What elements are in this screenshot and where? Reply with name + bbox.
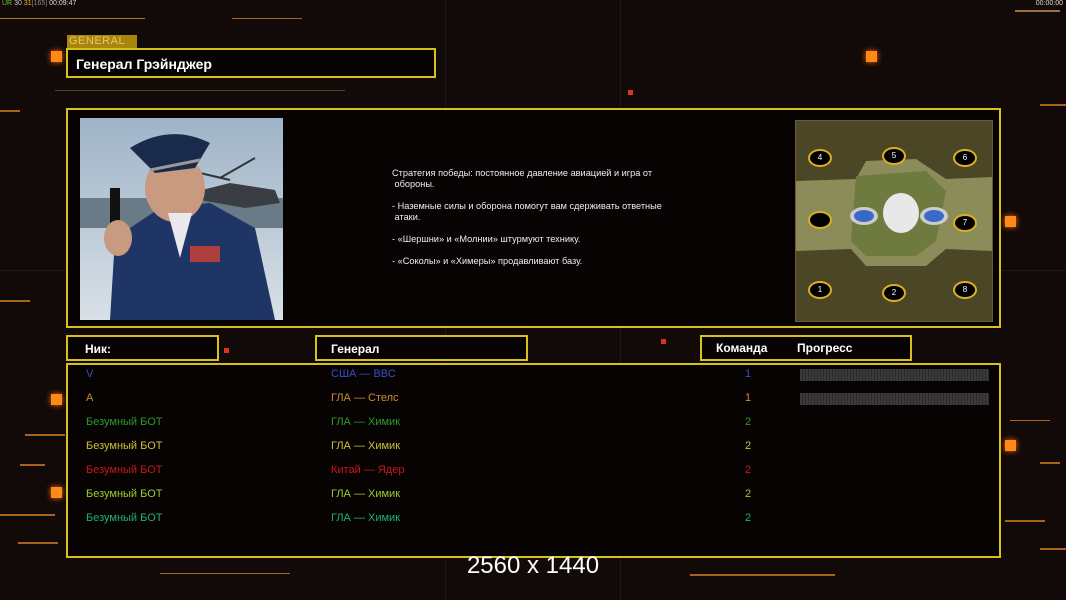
description-line: - Наземные силы и оборона помогут вам сд… [392, 201, 662, 211]
minimap[interactable]: 1 2 4 5 6 7 8 [795, 120, 993, 322]
description-line: Стратегия победы: постоянное давление ав… [392, 168, 653, 178]
player-general: ГЛА — Стелс [331, 392, 399, 404]
resolution-watermark: 2560 x 1440 [466, 552, 600, 579]
title-box: Генерал Грэйнджер [66, 48, 436, 78]
player-general: Китай — Ядер [331, 464, 405, 476]
status-bar: UR 30 31[165] 00:09:47 [2, 0, 76, 7]
description-line: обороны. [392, 179, 435, 189]
player-nick: Безумный БОТ [86, 416, 163, 428]
player-progress-bar [800, 369, 989, 381]
player-team: 1 [745, 368, 752, 380]
player-nick: V [86, 368, 94, 380]
description-line: - «Шершни» и «Молнии» штурмуют технику. [392, 234, 581, 244]
player-row: A ГЛА — Стелс 1 [68, 392, 999, 412]
description-line [392, 245, 662, 256]
page-title: Генерал Грэйнджер [76, 56, 212, 72]
start-position-7[interactable]: 7 [953, 214, 977, 232]
start-position-6[interactable]: 6 [953, 149, 977, 167]
header-progress-label: Прогресс [797, 341, 853, 355]
player-general: ГЛА — Химик [331, 488, 401, 500]
player-nick: Безумный БОТ [86, 512, 163, 524]
player-team: 1 [745, 392, 752, 404]
description-line: атаки. [392, 212, 421, 222]
player-team: 2 [745, 440, 752, 452]
players-table: V США — ВВС 1 A ГЛА — Стелс 1 Безумный БОТ ГЛА … [66, 363, 1001, 558]
start-position-1[interactable]: 1 [808, 281, 832, 299]
status-ur: UR [2, 0, 13, 7]
player-row: Безумный БОТ ГЛА — Химик 2 [68, 416, 999, 436]
description-line: - «Соколы» и «Химеры» продавливают базу. [392, 256, 583, 266]
player-team: 2 [745, 512, 752, 524]
player-team: 2 [745, 416, 752, 428]
start-position-8[interactable]: 8 [953, 281, 977, 299]
status-right-time: 00:00:00 [1035, 0, 1063, 7]
header-general-label: Генерал [331, 342, 380, 356]
status-time: 00:09:47 [49, 0, 77, 7]
player-team: 2 [745, 488, 752, 500]
header-team-label: Команда [716, 341, 768, 355]
player-nick: Безумный БОТ [86, 488, 163, 500]
start-position-5[interactable]: 5 [882, 147, 906, 165]
player-progress-bar [800, 393, 989, 405]
player-row: Безумный БОТ ГЛА — Химик 2 [68, 512, 999, 532]
description-line [392, 223, 662, 234]
player-nick: A [86, 392, 94, 404]
player-row: Безумный БОТ ГЛА — Химик 2 [68, 488, 999, 508]
start-position-4[interactable]: 4 [808, 149, 832, 167]
header-nick-label: Ник: [85, 342, 112, 356]
player-row: V США — ВВС 1 [68, 368, 999, 388]
start-position-3[interactable] [808, 211, 832, 229]
general-info-panel: Стратегия победы: постоянное давление ав… [66, 108, 1001, 328]
description-line [392, 190, 662, 201]
status-value-c: [165] [31, 0, 48, 7]
player-general: ГЛА — Химик [331, 440, 401, 452]
header-team-progress: Команда Прогресс [700, 335, 912, 361]
player-general: ГЛА — Химик [331, 416, 401, 428]
player-general: США — ВВС [331, 368, 396, 380]
player-row: Безумный БОТ ГЛА — Химик 2 [68, 440, 999, 460]
header-general: Генерал [315, 335, 528, 361]
status-value-a: 30 [14, 0, 22, 7]
general-tag: GENERAL [67, 35, 137, 48]
player-general: ГЛА — Химик [331, 512, 401, 524]
player-nick: Безумный БОТ [86, 440, 163, 452]
player-nick: Безумный БОТ [86, 464, 163, 476]
strategy-description: Стратегия победы: постоянное давление ав… [392, 168, 662, 267]
player-team: 2 [745, 464, 752, 476]
start-position-2[interactable]: 2 [882, 284, 906, 302]
player-row: Безумный БОТ Китай — Ядер 2 [68, 464, 999, 484]
header-nick: Ник: [66, 335, 219, 361]
general-portrait [80, 118, 283, 320]
status-value-b: 31 [23, 0, 32, 7]
